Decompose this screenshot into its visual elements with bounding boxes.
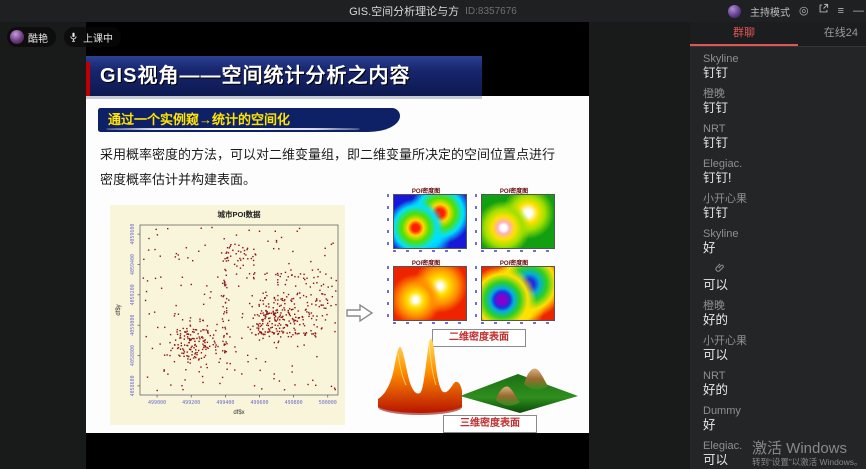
poi-scatter-plot (110, 205, 345, 425)
chat-text: 可以 (703, 453, 729, 467)
presenter-chip: 酷艳 (7, 27, 56, 47)
caption-2d-surface: 二维密度表面 (432, 329, 526, 347)
slide-title-accent (86, 62, 90, 96)
heatmap-green (481, 194, 555, 249)
heatmap-title: POI密度图 (499, 189, 529, 195)
chat-sender: 小开心果 (703, 335, 747, 347)
presenter-chips: 酷艳 上课中 (7, 27, 121, 47)
chat-tabs: 群聊 在线24 (690, 22, 866, 47)
caption-3d-surface: 三维密度表面 (443, 415, 537, 433)
slide-body: 通过一个实例窥→统计的空间化 采用概率密度的方法，可以对二维变量组，即二维变量所… (86, 96, 589, 433)
screen-share-video: GIS视角——空间统计分析之内容 通过一个实例窥→统计的空间化 采用概率密度的方… (86, 22, 589, 469)
chat-panel: 群聊 在线24 Skyline 钉钉 橙晚 钉钉 NRT 钉钉 Elegiac. 钉钉! 小开心… (690, 22, 866, 469)
chat-message: Elegiac. 可以 (703, 439, 856, 468)
chat-message: 橙晚 钉钉 (703, 87, 856, 116)
slide-title-band: GIS视角——空间统计分析之内容 (86, 56, 482, 96)
chat-sender: Skyline (703, 228, 739, 240)
host-mode-label: 主持模式 (749, 7, 790, 19)
chat-text: 钉钉 (703, 136, 729, 150)
heatmap-blue (393, 194, 467, 249)
heatmap-xticks (481, 250, 553, 252)
chat-sender: 小开心果 (703, 193, 747, 205)
heatmap-panel: POI密度图 (473, 185, 555, 253)
heatmap-panel: POI密度图 (385, 185, 467, 253)
chat-message: Dummy 好 (703, 404, 856, 433)
slide-highlight-text: 通过一个实例窥→统计的空间化 (108, 112, 291, 127)
chat-text: 钉钉 (703, 101, 729, 115)
heatmap-title: POI密度图 (411, 261, 441, 267)
chat-sender: Elegiac. (703, 440, 743, 452)
slide-title-shadow (86, 96, 482, 99)
surface-3d-orange (376, 333, 464, 422)
minimize-icon[interactable]: — (853, 5, 864, 17)
slide-highlight-banner: 通过一个实例窥→统计的空间化 (98, 108, 400, 132)
class-status-label: 上课中 (83, 33, 113, 45)
slide-highlight-underline (106, 128, 360, 130)
heatmap-yticks (475, 194, 477, 247)
flow-arrow-icon (346, 302, 374, 329)
heatmap-panel: POI密度图 (473, 257, 555, 325)
chat-sender: 橙晚 (703, 300, 725, 312)
heatmap-yticks (387, 194, 389, 247)
chat-message: 橙晚 好的 (703, 299, 856, 328)
menu-icon[interactable]: ≡ (837, 5, 844, 17)
heatmap-yticks (475, 266, 477, 319)
record-icon[interactable]: ◎ (798, 5, 809, 17)
chat-text: 好的 (703, 383, 729, 397)
chat-text: 钉钉 (703, 206, 729, 220)
chat-sender: Skyline (703, 53, 739, 65)
titlebar-actions: 主持模式 ◎ ≡ — (727, 0, 864, 22)
paperclip-icon (715, 262, 726, 278)
surface-3d-green (458, 348, 580, 419)
tab-group-chat[interactable]: 群聊 (690, 22, 798, 46)
tab-online-count[interactable]: 在线24 (823, 27, 858, 39)
heatmap-xticks (393, 322, 465, 324)
chat-sender: NRT (703, 123, 726, 135)
window-titlebar: GIS.空间分析理论与方 ID:8357676 主持模式 ◎ ≡ — (0, 0, 866, 22)
chat-text: 可以 (703, 278, 729, 292)
heatmap-title: POI密度图 (499, 261, 529, 267)
titlebar-center: GIS.空间分析理论与方 ID:8357676 (0, 0, 866, 22)
presenter-avatar (10, 30, 24, 44)
chat-message: NRT 钉钉 (703, 122, 856, 151)
heatmap-rainbow (481, 266, 555, 321)
chat-text: 好的 (703, 313, 729, 327)
chat-text: 好 (703, 418, 716, 432)
slide-paragraph: 采用概率密度的方法，可以对二维变量组，即二维变量所决定的空间位置点进行密度概率估… (100, 147, 556, 187)
chat-sender (703, 262, 856, 278)
chat-text: 钉钉 (703, 66, 729, 80)
heatmap-xticks (481, 322, 553, 324)
chat-text: 钉钉! (703, 171, 732, 185)
chat-message: 小开心果 钉钉 (703, 192, 856, 221)
host-avatar (727, 4, 741, 18)
chat-message: Skyline 钉钉 (703, 52, 856, 81)
heatmap-xticks (393, 250, 465, 252)
window-id: ID:8357676 (465, 5, 517, 17)
density-heatmap-grid: POI密度图 POI密度图 POI密度图 (385, 185, 555, 325)
presenter-name: 酷艳 (28, 33, 48, 45)
heatmap-title: POI密度图 (411, 189, 441, 195)
class-status-chip: 上课中 (64, 27, 121, 47)
chat-text: 可以 (703, 348, 729, 362)
chat-text: 好 (703, 241, 716, 255)
slide-title: GIS视角——空间统计分析之内容 (100, 65, 411, 87)
popout-icon[interactable] (818, 0, 829, 22)
microphone-icon (67, 30, 79, 44)
chat-sender: NRT (703, 370, 726, 382)
chat-message: 可以 (703, 262, 856, 293)
chat-sender: 橙晚 (703, 88, 725, 100)
chat-message-list[interactable]: Skyline 钉钉 橙晚 钉钉 NRT 钉钉 Elegiac. 钉钉! 小开心果 钉钉 Skyli… (690, 47, 866, 469)
chat-message: Elegiac. 钉钉! (703, 157, 856, 186)
chat-sender: Elegiac. (703, 158, 743, 170)
chat-message: 小开心果 可以 (703, 334, 856, 363)
window-title: GIS.空间分析理论与方 (349, 6, 460, 18)
heatmap-yticks (387, 266, 389, 319)
heatmap-red (393, 266, 467, 321)
chat-sender: Dummy (703, 405, 741, 417)
heatmap-panel: POI密度图 (385, 257, 467, 325)
chat-message: Skyline 好 (703, 227, 856, 256)
chat-message: NRT 好的 (703, 369, 856, 398)
